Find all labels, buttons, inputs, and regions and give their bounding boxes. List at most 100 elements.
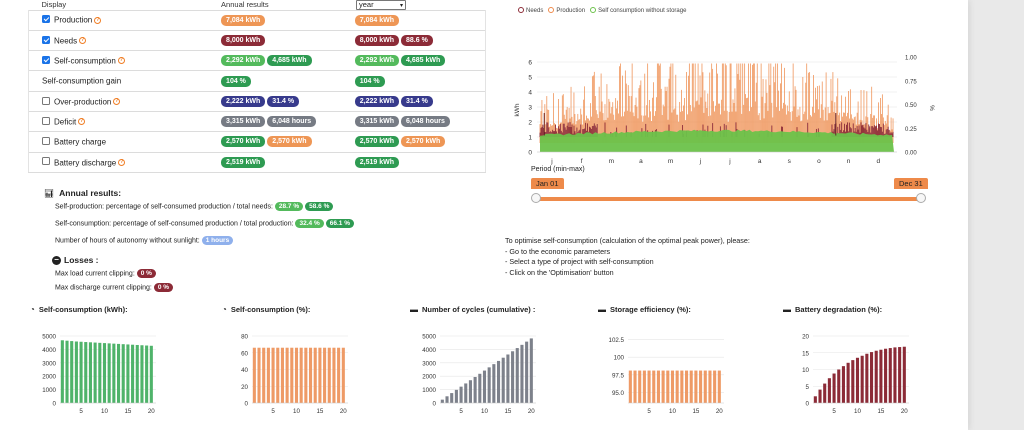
small-chart-4: 20 15 10 5 0 5 10 15 20	[802, 334, 909, 415]
y2-tick-label: 0.75	[905, 79, 917, 85]
y2-axis-label: %	[928, 105, 935, 111]
load-clipping-line: Max load current clipping: 0 %	[55, 269, 158, 278]
bar	[294, 347, 299, 403]
circle-icon	[548, 7, 555, 13]
bar	[304, 347, 308, 403]
bar	[520, 344, 524, 403]
table-row: Production? 7,084 kWh 7,084 kWh	[28, 9, 486, 31]
energy-chart[interactable]: 6 5 4 3 2 1 0 1.00 0.75 0.50 0.25 0.00 kWh % j f m a m j j a s…	[505, 0, 945, 170]
value-badge: 2,222 kWh	[354, 95, 400, 107]
x-tick-label: 20	[528, 408, 535, 415]
bar	[135, 344, 139, 403]
table-row: Battery discharge? 2,519 kWh 2,519 kWh	[28, 151, 486, 173]
y-tick-label: 6	[528, 60, 532, 67]
legend-production[interactable]: Production	[548, 7, 585, 14]
x-tick-label: n	[847, 158, 851, 165]
y-tick-label: 0	[528, 150, 532, 157]
help-icon[interactable]: ?	[113, 98, 121, 106]
small-chart-title: ▬ Battery degradation (%):	[783, 305, 883, 314]
bar	[525, 341, 529, 403]
help-icon[interactable]: ?	[94, 16, 102, 24]
help-icon[interactable]: ?	[117, 57, 125, 65]
help-icon[interactable]: ?	[78, 118, 86, 126]
bar	[884, 348, 888, 403]
bar	[482, 370, 487, 403]
value-badge: 2,570 kWh	[267, 136, 312, 148]
small-chart-title: ◔ Self-consumption (%):	[222, 305, 311, 314]
x-tick-label: j	[699, 158, 701, 165]
bar	[262, 347, 266, 403]
period-slider[interactable]	[536, 197, 922, 201]
value-badge: 2,292 kWh	[221, 55, 266, 67]
bar	[888, 348, 892, 403]
row-label: Needs	[54, 36, 78, 46]
row-label: Production	[54, 15, 93, 25]
value-badge: 8,000 kWh	[354, 34, 400, 46]
bar	[131, 344, 135, 403]
badge: 0 %	[153, 283, 174, 292]
small-chart-title: ▬ Storage efficiency (%):	[598, 305, 691, 314]
bar	[652, 370, 656, 403]
bar	[642, 370, 646, 403]
optimisation-instructions: To optimise self-consumption (calculatio…	[505, 236, 750, 277]
bar	[445, 396, 449, 403]
value-badge: 6,048 hours	[267, 116, 317, 128]
help-icon[interactable]: ?	[79, 37, 87, 45]
losses-title[interactable]: − Losses :	[52, 255, 99, 266]
x-tick-label: 15	[692, 408, 699, 415]
gauge-icon: ◔	[222, 305, 227, 314]
checkbox-production[interactable]	[42, 15, 50, 24]
bar	[837, 369, 841, 403]
bar	[647, 370, 651, 403]
value-badge: 4,685 kWh	[267, 55, 312, 67]
checkbox-self-consumption[interactable]	[42, 55, 50, 64]
bar	[313, 347, 317, 403]
checkbox-deficit[interactable]	[42, 116, 50, 125]
small-chart-3: 102.5 100 97.5 95.0 5 10 15 20	[609, 337, 724, 415]
circle-icon	[518, 7, 524, 13]
y-tick-label: 5000	[42, 334, 56, 341]
checkbox-needs[interactable]	[42, 35, 50, 44]
checkbox-battery-discharge[interactable]	[42, 157, 50, 166]
badge: 28.7 %	[274, 202, 304, 211]
bar	[65, 340, 69, 403]
value-badge: 2,570 kWh	[354, 136, 400, 148]
bar	[88, 342, 92, 403]
circle-icon	[590, 7, 597, 13]
value-badge: 8,000 kWh	[221, 34, 266, 46]
bar	[454, 389, 458, 403]
date-to-label: Dec 31	[894, 178, 928, 189]
x-tick-label: 20	[716, 408, 723, 415]
bar	[874, 350, 878, 403]
badge: 32.4 %	[295, 219, 324, 228]
value-badge: 4,685 kWh	[401, 55, 446, 67]
checkbox-over-production[interactable]	[42, 96, 50, 105]
bar	[473, 377, 477, 403]
header-display: Display	[41, 0, 67, 9]
x-tick-label: 10	[101, 408, 108, 415]
y-tick-label: 10	[802, 367, 809, 374]
checkbox-battery-charge[interactable]	[42, 137, 50, 146]
help-icon[interactable]: ?	[118, 158, 126, 166]
bar	[79, 341, 83, 403]
bar	[341, 347, 345, 403]
row-label: Self-consumption	[54, 56, 116, 66]
period-select[interactable]: year ▾	[356, 0, 406, 10]
table-row: Needs? 8,000 kWh 8,000 kWh 88.6 %	[28, 29, 486, 51]
y-tick-label: 60	[241, 350, 248, 357]
bar	[285, 347, 289, 403]
slider-handle-end[interactable]	[916, 193, 926, 203]
legend-needs[interactable]: Needs	[518, 7, 543, 14]
bar	[116, 343, 121, 403]
x-tick-label: d	[876, 158, 880, 165]
bar	[670, 370, 675, 403]
table-row: Battery charge 2,570 kWh 2,570 kWh 2,570 kW…	[28, 131, 486, 153]
y-tick-label: 20	[802, 334, 809, 341]
x-tick-label: j	[550, 158, 552, 165]
bar	[84, 342, 88, 403]
y-tick-label: 1	[528, 135, 532, 142]
y-tick-label: 1000	[42, 387, 56, 394]
legend-self-consumption[interactable]: Self consumption without storage	[590, 7, 686, 14]
slider-handle-start[interactable]	[531, 193, 541, 203]
bar	[327, 347, 331, 403]
